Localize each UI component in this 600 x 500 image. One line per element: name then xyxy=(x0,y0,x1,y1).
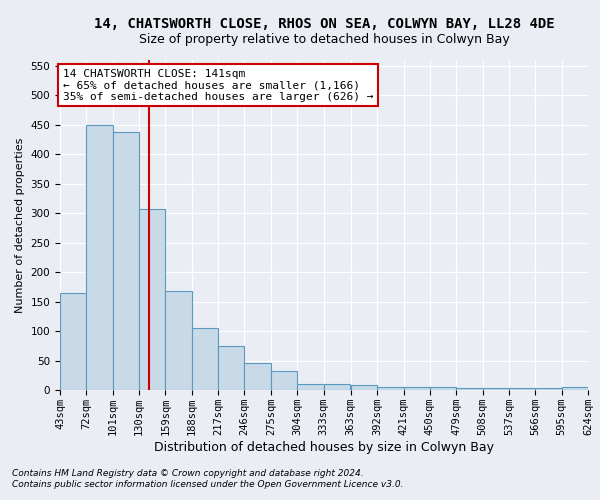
Text: Contains public sector information licensed under the Open Government Licence v3: Contains public sector information licen… xyxy=(12,480,404,489)
X-axis label: Distribution of detached houses by size in Colwyn Bay: Distribution of detached houses by size … xyxy=(154,440,494,454)
Bar xyxy=(323,384,350,390)
Bar xyxy=(139,209,166,390)
Bar xyxy=(297,384,323,390)
Bar xyxy=(404,387,430,390)
Text: Size of property relative to detached houses in Colwyn Bay: Size of property relative to detached ho… xyxy=(139,32,509,46)
Bar xyxy=(192,328,218,390)
Bar xyxy=(271,370,297,390)
Bar xyxy=(482,388,509,390)
Bar xyxy=(430,387,456,390)
Bar xyxy=(377,387,404,390)
Bar xyxy=(244,364,271,390)
Bar xyxy=(509,388,535,390)
Bar xyxy=(218,346,244,390)
Bar xyxy=(351,386,377,390)
Y-axis label: Number of detached properties: Number of detached properties xyxy=(15,138,25,312)
Bar xyxy=(562,387,588,390)
Bar xyxy=(60,294,86,390)
Text: 14, CHATSWORTH CLOSE, RHOS ON SEA, COLWYN BAY, LL28 4DE: 14, CHATSWORTH CLOSE, RHOS ON SEA, COLWY… xyxy=(94,18,554,32)
Text: Contains HM Land Registry data © Crown copyright and database right 2024.: Contains HM Land Registry data © Crown c… xyxy=(12,468,364,477)
Bar xyxy=(535,388,562,390)
Bar xyxy=(113,132,139,390)
Bar xyxy=(166,291,192,390)
Bar xyxy=(86,125,113,390)
Bar xyxy=(456,388,482,390)
Text: 14 CHATSWORTH CLOSE: 141sqm
← 65% of detached houses are smaller (1,166)
35% of : 14 CHATSWORTH CLOSE: 141sqm ← 65% of det… xyxy=(63,69,373,102)
